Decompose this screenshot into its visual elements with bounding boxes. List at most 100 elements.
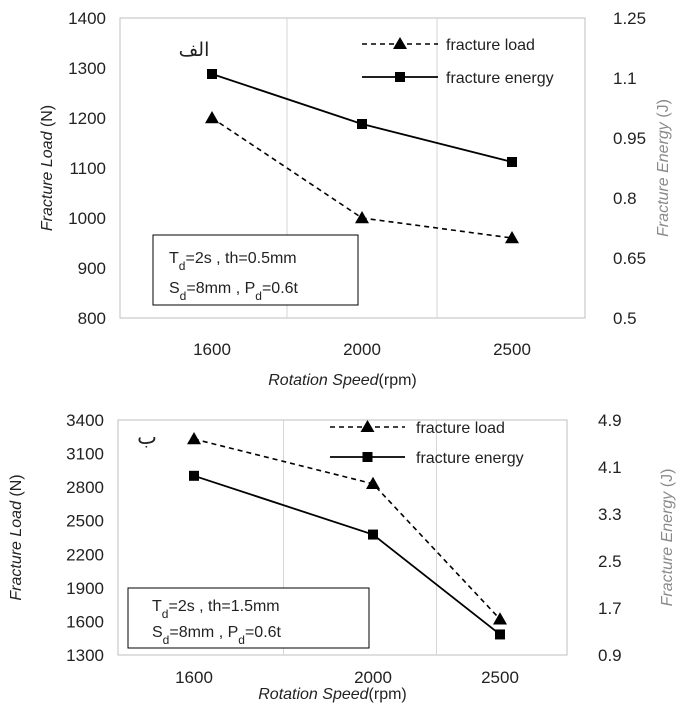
parameter-text: =0.6t: [245, 624, 282, 641]
y-axis-title-unit: (N): [39, 105, 56, 132]
panel-label: الف: [179, 40, 210, 61]
y-axis-title-unit: (N): [8, 474, 25, 501]
data-point-triangle: [505, 231, 519, 244]
parameter-text: T: [169, 250, 179, 267]
y-tick-label: 1000: [68, 209, 106, 228]
y2-axis-title: Fracture Energy (J): [655, 99, 672, 237]
parameter-line-2: Sd=8mm , Pd=0.6t: [152, 624, 282, 647]
y-tick-label: 2800: [66, 478, 104, 497]
x-tick-label: 1600: [193, 340, 231, 359]
y2-axis-title-main: Fracture Energy: [655, 121, 672, 237]
y-tick-label: 1400: [68, 9, 106, 28]
data-point-square: [207, 69, 217, 79]
parameter-text: S: [169, 280, 180, 297]
parameter-subscript: d: [179, 259, 186, 273]
y-tick-label: 1900: [66, 579, 104, 598]
data-point-square: [357, 119, 367, 129]
x-axis-title-main: Rotation Speed: [258, 686, 369, 703]
y-axis-title: Fracture Load (N): [39, 105, 56, 231]
y2-tick-label: 0.8: [613, 189, 637, 208]
parameter-subscript: d: [163, 633, 170, 647]
parameter-box: [152, 234, 359, 306]
y-tick-label: 2500: [66, 512, 104, 531]
y2-axis-title: Fracture Energy (J): [659, 469, 676, 607]
x-axis-title-unit: (rpm): [379, 372, 417, 389]
y-tick-label: 800: [78, 309, 106, 328]
parameter-text: =2s , th=1.5mm: [168, 598, 279, 615]
y2-axis-title-main: Fracture Energy: [659, 491, 676, 607]
x-axis-title-unit: (rpm): [369, 686, 407, 703]
legend-marker-square: [362, 452, 373, 462]
data-point-square: [507, 157, 517, 167]
legend: fracture load fracture energy: [330, 420, 524, 467]
chart-panel-2: 3400 3100 2800 2500 2200 1900 1600 1300 4.9 4.1 3.…: [8, 411, 676, 703]
x-tick-label: 2000: [354, 668, 392, 687]
plot-area: [117, 419, 568, 656]
y2-axis-title-unit: (J): [655, 99, 672, 122]
y2-tick-label: 0.95: [613, 129, 646, 148]
data-point-triangle: [366, 476, 380, 490]
data-point-square: [495, 629, 505, 640]
data-point-triangle: [205, 111, 219, 124]
y-tick-label: 1200: [68, 109, 106, 128]
parameter-subscript: d: [180, 289, 187, 303]
x-tick-label: 1600: [175, 668, 213, 687]
x-axis-title-main: Rotation Speed: [268, 372, 379, 389]
parameter-line-1: Td=2s , th=1.5mm: [152, 598, 280, 621]
y-tick-label: 1100: [69, 159, 106, 178]
y2-tick-label: 4.9: [598, 411, 622, 430]
y2-tick-label: 1.1: [613, 69, 637, 88]
y2-tick-label: 0.5: [613, 309, 637, 328]
data-point-square: [189, 470, 199, 481]
x-tick-label: 2500: [481, 668, 519, 687]
chart-panel-1: 1400 1300 1200 1100 1000 900 800 1.25 1.1 0.95 0.8…: [39, 9, 672, 389]
y2-tick-label: 1.25: [613, 9, 646, 28]
x-tick-label: 2500: [493, 340, 531, 359]
legend-marker-square: [395, 72, 405, 82]
x-axis-title: Rotation Speed(rpm): [258, 686, 407, 703]
y2-tick-label: 2.5: [598, 552, 622, 571]
parameter-text: =8mm , P: [186, 280, 255, 297]
x-tick-label: 2000: [343, 340, 381, 359]
legend-marker-triangle: [393, 37, 407, 49]
x-axis-title: Rotation Speed(rpm): [268, 372, 417, 389]
parameter-line-1: Td=2s , th=0.5mm: [169, 250, 297, 273]
parameter-subscript: d: [162, 607, 169, 621]
parameter-text: =2s , th=0.5mm: [185, 250, 296, 267]
y-tick-label: 2200: [66, 545, 104, 564]
legend-marker-triangle: [360, 420, 375, 432]
parameter-line-2: Sd=8mm , Pd=0.6t: [169, 280, 299, 303]
data-point-triangle: [493, 612, 507, 625]
y2-tick-label: 0.9: [598, 646, 622, 665]
data-point-triangle: [355, 211, 369, 224]
parameter-box: [127, 587, 370, 649]
parameter-text: =0.6t: [262, 280, 299, 297]
data-point-square: [368, 529, 378, 540]
legend: fracture load fracture energy: [362, 37, 554, 87]
y-tick-label: 3400: [66, 411, 104, 430]
panel-label: ب: [137, 426, 157, 449]
y2-tick-label: 0.65: [613, 249, 646, 268]
y-tick-label: 1300: [68, 59, 106, 78]
y-tick-label: 900: [78, 259, 106, 278]
y2-tick-label: 1.7: [598, 599, 622, 618]
parameter-text: =8mm , P: [169, 624, 238, 641]
legend-label: fracture load: [416, 420, 505, 437]
y2-tick-label: 3.3: [598, 505, 622, 524]
legend-label: fracture energy: [416, 450, 524, 467]
y-tick-label: 1600: [66, 612, 104, 631]
parameter-text: S: [152, 624, 163, 641]
y2-axis-title-unit: (J): [659, 469, 676, 492]
parameter-subscript: d: [238, 633, 245, 647]
parameter-text: T: [152, 598, 162, 615]
data-point-triangle: [187, 432, 201, 445]
legend-label: fracture load: [446, 37, 535, 54]
legend-label: fracture energy: [446, 70, 554, 87]
parameter-subscript: d: [255, 289, 262, 303]
y2-tick-label: 4.1: [598, 458, 622, 477]
plot-area: [119, 17, 586, 319]
y-axis-title-main: Fracture Load: [39, 130, 56, 231]
y-axis-title: Fracture Load (N): [8, 474, 25, 600]
y-axis-title-main: Fracture Load: [8, 500, 25, 601]
